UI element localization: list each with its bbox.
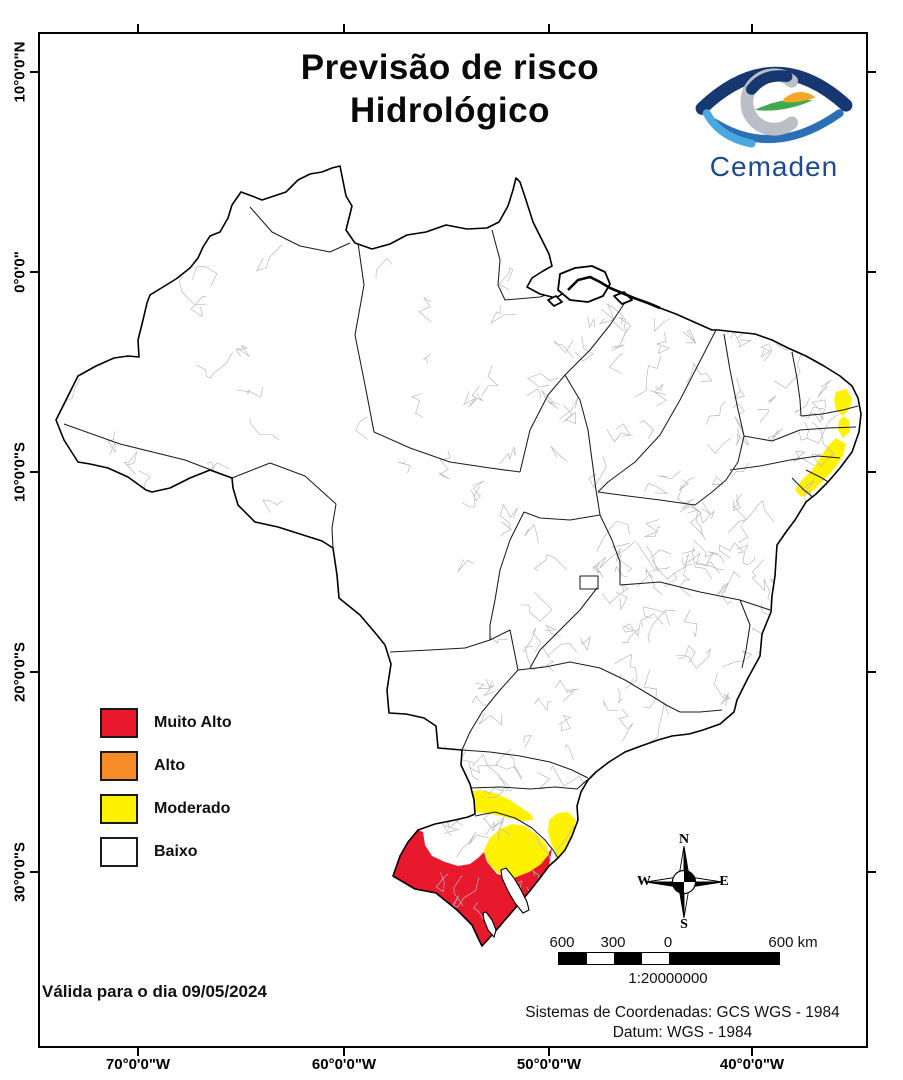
title-line-2: Hidrológico — [350, 91, 550, 130]
map-frame — [38, 32, 868, 1048]
lat-label-0: 0°0'0" — [11, 251, 29, 293]
compass-e-label: E — [719, 874, 729, 889]
compass-n-label: N — [678, 832, 690, 847]
risk-region-very-high-rio-grande-do-sul — [393, 830, 552, 946]
legend-item-very-high: Muito Alto — [100, 708, 320, 738]
coastal-lagoons — [482, 867, 530, 939]
lat-label-20s: 20°0'0"S — [11, 641, 29, 703]
lon-label-50w: 50°0'0"W — [516, 1056, 582, 1073]
scale-segment — [669, 953, 779, 964]
legend-label-low: Baixo — [154, 843, 198, 860]
lagoa-mirim — [482, 911, 497, 939]
scale-bar — [558, 952, 780, 965]
risk-region-moderate-sc-coast — [548, 812, 576, 858]
scale-label-0: 0 — [663, 934, 673, 951]
page-title: Previsão de risco Hidrológico — [160, 46, 740, 132]
coordinate-system-note: Sistemas de Coordenadas: GCS WGS - 1984 … — [420, 1003, 903, 1043]
risk-region-moderate-central — [484, 824, 549, 878]
risk-regions — [393, 389, 852, 946]
cemaden-logo: Cemaden — [686, 54, 862, 183]
datum-line: Datum: WGS - 1984 — [612, 1024, 753, 1041]
state-boundaries — [63, 206, 859, 859]
scale-segment — [641, 953, 669, 964]
legend-swatch-low — [100, 837, 138, 867]
lon-label-70w: 70°0'0"W — [105, 1056, 171, 1073]
compass-s-label: S — [680, 917, 688, 932]
coordinate-system-line: Sistemas de Coordenadas: GCS WGS - 1984 — [525, 1004, 840, 1021]
validity-note: Válida para o dia 09/05/2024 — [42, 982, 267, 1001]
legend-item-low: Baixo — [100, 837, 320, 867]
compass-rose-icon — [645, 845, 723, 919]
scale-label-600-km: 600 km — [768, 934, 818, 951]
scale-label-300: 300 — [600, 934, 626, 951]
legend-swatch-moderate — [100, 794, 138, 824]
legend-item-high: Alto — [100, 751, 320, 781]
cemaden-wordmark: Cemaden — [709, 151, 839, 182]
graticule-ticks — [30, 24, 876, 1056]
compass-w-label: W — [637, 874, 651, 889]
risk-region-moderate-west-band — [456, 790, 533, 821]
legend-label-high: Alto — [154, 757, 186, 774]
lon-label-40w: 40°0'0"W — [719, 1056, 785, 1073]
risk-region-moderate-ne-coast-3 — [795, 438, 846, 497]
title-line-1: Previsão de risco — [300, 48, 600, 87]
scale-segment — [559, 953, 587, 964]
lagoa-dos-patos — [500, 867, 530, 914]
risk-legend: Muito Alto Alto Moderado Baixo — [100, 708, 320, 880]
amazon-delta-islands — [547, 265, 661, 310]
legend-swatch-very-high — [100, 708, 138, 738]
brazil-landmass — [55, 165, 862, 947]
scale-label-600-left: 600 — [549, 934, 575, 951]
scale-segment — [614, 953, 642, 964]
legend-label-moderate: Moderado — [154, 800, 231, 817]
lat-label-10s: 10°0'0"S — [11, 441, 29, 503]
legend-item-moderate: Moderado — [100, 794, 320, 824]
lon-label-60w: 60°0'0"W — [311, 1056, 377, 1073]
lat-label-10n: 10°0'0"N — [11, 41, 29, 103]
scale-ratio: 1:20000000 — [628, 970, 708, 987]
lat-label-30s: 30°0'0"S — [11, 841, 29, 903]
legend-swatch-high — [100, 751, 138, 781]
legend-label-very-high: Muito Alto — [154, 714, 232, 731]
scale-segment — [586, 953, 614, 964]
municipal-boundaries — [65, 235, 838, 924]
cemaden-eye-icon — [695, 66, 853, 148]
